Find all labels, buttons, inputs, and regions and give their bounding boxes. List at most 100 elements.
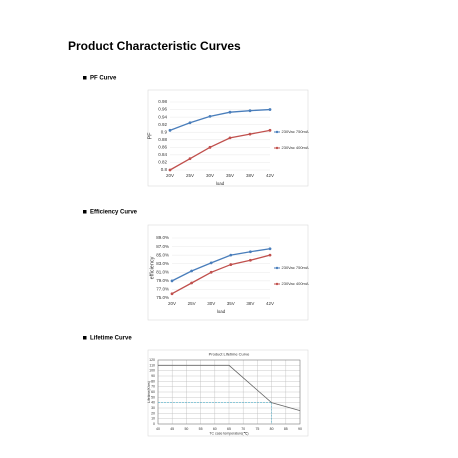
- y-tick-label: 90: [151, 374, 155, 378]
- legend-swatch: [275, 130, 279, 134]
- data-point: [208, 145, 212, 149]
- y-tick-label: 79.0%: [156, 278, 169, 283]
- data-point: [190, 281, 194, 285]
- y-tick-label: 0.94: [158, 114, 167, 119]
- data-point: [188, 121, 192, 125]
- y-tick-label: 89.0%: [156, 235, 169, 240]
- legend-swatch: [275, 266, 279, 270]
- x-tick-label: 25V: [186, 173, 194, 178]
- series-line: [169, 129, 271, 171]
- y-tick-label: 0.92: [158, 122, 167, 127]
- x-tick-label: 65: [227, 427, 231, 431]
- y-tick-label: 77.0%: [156, 287, 169, 292]
- data-point: [228, 136, 232, 140]
- y-tick-label: 0.8: [161, 167, 168, 172]
- x-tick-label: 30V: [206, 173, 214, 178]
- bullet: [83, 76, 87, 80]
- x-tick-label: 25V: [188, 301, 196, 306]
- x-tick-label: 80: [270, 427, 274, 431]
- x-axis-label: load: [217, 309, 226, 314]
- x-tick-label: 85: [284, 427, 288, 431]
- y-tick-label: 20: [151, 411, 155, 415]
- y-tick-label: 70: [151, 385, 155, 389]
- y-tick-label: 85.0%: [156, 252, 169, 257]
- x-tick-label: 70: [241, 427, 245, 431]
- data-point: [229, 263, 233, 266]
- legend-label: 230Vac 750mA: [282, 129, 309, 134]
- x-tick-label: 75: [255, 427, 259, 431]
- bullet: [83, 336, 87, 340]
- data-point: [168, 168, 172, 172]
- y-tick-label: 0.84: [158, 152, 167, 157]
- y-tick-label: 10: [151, 417, 155, 421]
- y-tick-label: 100: [149, 369, 155, 373]
- data-point: [268, 128, 272, 132]
- y-tick-label: 0: [153, 422, 155, 426]
- y-tick-label: 120: [149, 358, 155, 362]
- data-point: [190, 269, 194, 273]
- y-tick-label: 0.98: [158, 99, 167, 104]
- data-point: [249, 258, 252, 262]
- chart-frame: [147, 89, 309, 187]
- x-tick-label: 35V: [227, 301, 235, 306]
- data-point: [209, 261, 213, 265]
- legend-label: 230Vac 400mA: [282, 145, 309, 150]
- x-tick-label: 30V: [207, 301, 215, 306]
- data-point: [249, 250, 252, 254]
- y-tick-label: 83.0%: [156, 261, 169, 266]
- x-tick-label: 35V: [226, 173, 234, 178]
- data-point: [170, 279, 174, 283]
- data-point: [268, 253, 272, 257]
- data-point: [168, 128, 172, 132]
- y-axis-label: efficiency: [149, 256, 155, 279]
- y-tick-label: 30: [151, 406, 155, 410]
- data-point: [208, 114, 212, 118]
- page-title: Product Characteristic Curves: [68, 39, 241, 53]
- x-tick-label: 20V: [166, 173, 174, 178]
- data-point: [248, 132, 252, 136]
- series-line: [171, 248, 271, 282]
- chart-frame: [147, 349, 309, 437]
- data-point: [268, 247, 272, 251]
- series-line: [169, 108, 271, 131]
- x-tick-label: 40: [156, 427, 160, 431]
- legend-swatch: [275, 282, 279, 286]
- x-tick-label: 45: [170, 427, 174, 431]
- y-tick-label: 75.0%: [156, 295, 169, 300]
- x-tick-label: 42V: [266, 301, 274, 306]
- plot-frame: [157, 359, 301, 425]
- data-point: [209, 270, 213, 274]
- y-tick-label: 0.86: [158, 145, 167, 150]
- section-heading: PF Curve: [90, 76, 117, 82]
- chart-frame: [147, 224, 309, 321]
- data-point: [268, 108, 272, 111]
- y-tick-label: 80: [151, 379, 155, 383]
- series-line: [171, 254, 271, 295]
- data-point: [188, 157, 192, 161]
- y-tick-label: 0.88: [158, 137, 167, 142]
- x-tick-label: 42V: [266, 173, 274, 178]
- y-tick-label: 87.0%: [156, 244, 169, 249]
- x-tick-label: 20V: [168, 301, 176, 306]
- legend-label: 230Vac 400mA: [282, 281, 309, 286]
- section-heading: Lifetime Curve: [90, 336, 132, 342]
- x-tick-label: 55: [199, 427, 203, 431]
- x-tick-label: 38V: [246, 173, 254, 178]
- x-tick-label: 38V: [246, 301, 254, 306]
- legend-label: 230Vac 750mA: [282, 265, 309, 270]
- series-line: [158, 364, 301, 412]
- y-tick-label: 0.9: [161, 129, 168, 134]
- y-tick-label: 0.96: [158, 107, 167, 112]
- data-point: [228, 110, 232, 114]
- data-point: [229, 253, 233, 257]
- chart-title: Product Lifetime Curve: [209, 352, 250, 357]
- data-point: [170, 292, 174, 296]
- x-tick-label: 50: [184, 427, 188, 431]
- legend-swatch: [275, 146, 279, 150]
- bullet: [83, 210, 87, 214]
- x-axis-label: TC case temperature(℃): [209, 431, 248, 435]
- y-tick-label: 50: [151, 395, 155, 399]
- x-tick-label: 90: [298, 427, 302, 431]
- x-axis-label: load: [216, 181, 225, 186]
